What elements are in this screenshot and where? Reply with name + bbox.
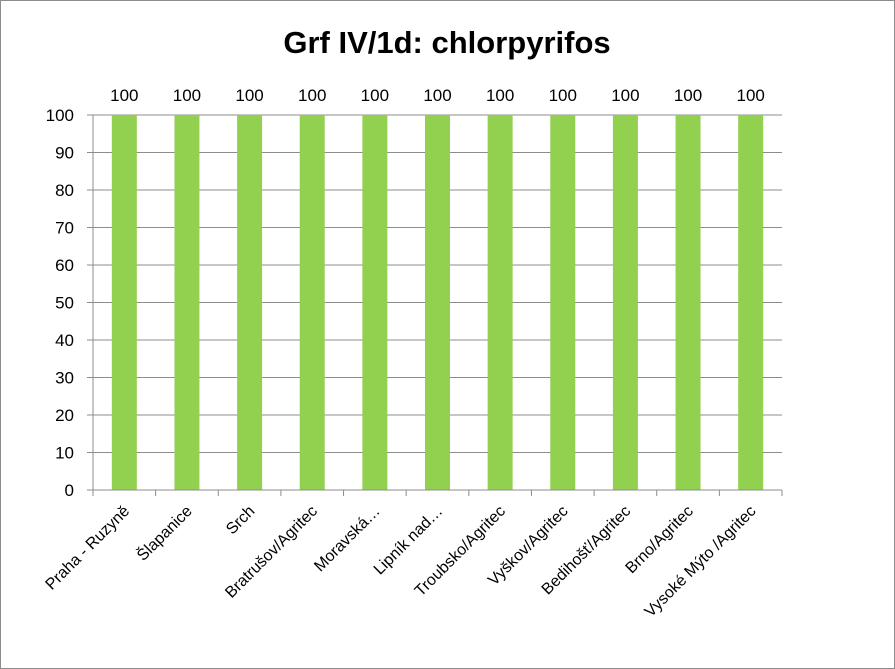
y-tick-label: 30 (55, 369, 74, 388)
bar (299, 115, 325, 490)
y-tick-label: 10 (55, 444, 74, 463)
bar (612, 115, 638, 490)
x-category-label: Vysoké Mýto /Agritec (642, 503, 760, 621)
bar (111, 115, 137, 490)
x-category-label: Šlapanice (133, 501, 196, 564)
data-label: 100 (486, 86, 514, 105)
chart-title: Grf IV/1d: chlorpyrifos (283, 25, 610, 60)
bar (237, 115, 263, 490)
y-tick-label: 70 (55, 219, 74, 238)
y-tick-label: 50 (55, 294, 74, 313)
bar (425, 115, 450, 490)
y-tick-label: 80 (55, 181, 74, 200)
y-tick-label: 40 (55, 331, 74, 350)
y-tick-label: 100 (46, 106, 74, 125)
x-axis-categories: Praha - Ruzyně Šlapanice SrchBratrušov/Agr… (43, 501, 760, 620)
x-category-label: Srch (223, 503, 258, 538)
bar (362, 115, 388, 490)
data-label: 100 (110, 86, 138, 105)
x-category-label: Praha - Ruzyně (43, 503, 134, 594)
data-label: 100 (173, 86, 201, 105)
y-tick-label: 90 (55, 144, 74, 163)
data-label: 100 (361, 86, 389, 105)
data-labels: 100 100 100 100 100 100 100 100 100 100 100 (110, 86, 765, 105)
y-tick-label: 20 (55, 406, 74, 425)
bar (487, 115, 513, 490)
data-label: 100 (611, 86, 639, 105)
y-tick-label: 60 (55, 256, 74, 275)
bar (550, 115, 576, 490)
data-label: 100 (423, 86, 451, 105)
data-label: 100 (235, 86, 263, 105)
bar (738, 115, 764, 490)
y-axis-ticks: 0 10 20 30 40 50 60 70 80 90 100 (46, 106, 93, 500)
bars (111, 115, 764, 490)
data-label: 100 (298, 86, 326, 105)
data-label: 100 (549, 86, 577, 105)
data-label: 100 (736, 86, 764, 105)
axes (92, 115, 783, 496)
bar (675, 115, 701, 490)
y-tick-label: 0 (65, 481, 74, 500)
bar (174, 115, 200, 490)
data-label: 100 (674, 86, 702, 105)
